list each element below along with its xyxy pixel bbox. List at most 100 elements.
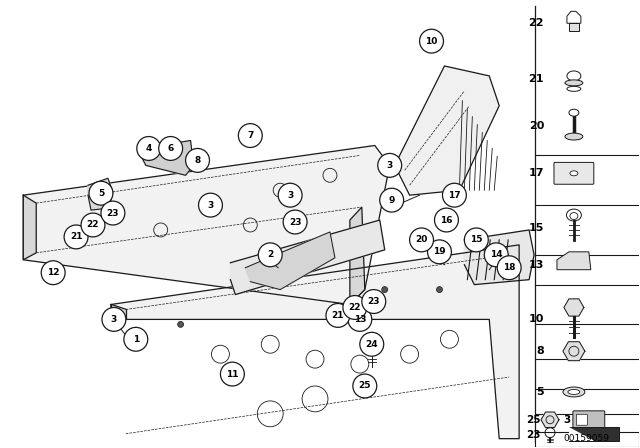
- Polygon shape: [563, 342, 585, 361]
- Text: 5: 5: [536, 387, 544, 397]
- Circle shape: [124, 327, 148, 351]
- Polygon shape: [557, 252, 591, 270]
- Circle shape: [101, 201, 125, 225]
- Circle shape: [198, 193, 223, 217]
- Polygon shape: [350, 207, 365, 305]
- Ellipse shape: [563, 387, 585, 397]
- Polygon shape: [567, 11, 581, 23]
- Circle shape: [348, 307, 372, 332]
- Text: 23: 23: [107, 209, 119, 218]
- Circle shape: [186, 148, 209, 172]
- Polygon shape: [395, 66, 499, 195]
- Text: 15: 15: [470, 235, 483, 245]
- Polygon shape: [541, 412, 559, 427]
- Circle shape: [442, 183, 467, 207]
- FancyBboxPatch shape: [535, 432, 639, 447]
- Text: 21: 21: [529, 74, 544, 84]
- Circle shape: [137, 137, 161, 160]
- Text: 10: 10: [529, 314, 544, 324]
- Circle shape: [465, 228, 488, 252]
- Polygon shape: [465, 230, 534, 284]
- FancyBboxPatch shape: [577, 414, 588, 425]
- Text: 20: 20: [415, 235, 428, 245]
- Circle shape: [278, 183, 302, 207]
- Text: 16: 16: [440, 215, 452, 224]
- Text: 4: 4: [145, 144, 152, 153]
- Ellipse shape: [568, 389, 580, 394]
- Polygon shape: [569, 23, 579, 31]
- Circle shape: [428, 240, 451, 264]
- FancyBboxPatch shape: [569, 427, 619, 441]
- Circle shape: [353, 374, 377, 398]
- Polygon shape: [569, 427, 595, 441]
- Circle shape: [259, 243, 282, 267]
- FancyBboxPatch shape: [554, 162, 594, 184]
- Polygon shape: [88, 178, 113, 210]
- Circle shape: [326, 303, 350, 327]
- Ellipse shape: [567, 86, 581, 91]
- Circle shape: [378, 154, 402, 177]
- Text: 18: 18: [503, 263, 515, 272]
- FancyBboxPatch shape: [573, 411, 605, 429]
- Circle shape: [380, 188, 404, 212]
- Polygon shape: [141, 141, 193, 175]
- Text: 25: 25: [358, 382, 371, 391]
- Circle shape: [362, 289, 386, 314]
- Text: 10: 10: [426, 37, 438, 46]
- Text: 25: 25: [527, 415, 541, 425]
- Text: 21: 21: [332, 311, 344, 320]
- Circle shape: [89, 181, 113, 205]
- Ellipse shape: [569, 109, 579, 116]
- Text: 00159059: 00159059: [564, 434, 610, 443]
- Text: 23: 23: [367, 297, 380, 306]
- Text: 3: 3: [111, 315, 117, 324]
- Text: 17: 17: [529, 168, 544, 178]
- Text: 8: 8: [195, 156, 201, 165]
- Circle shape: [497, 256, 521, 280]
- Text: 6: 6: [168, 144, 174, 153]
- Text: 17: 17: [448, 191, 461, 200]
- Text: 3: 3: [287, 191, 293, 200]
- Text: 19: 19: [433, 247, 446, 256]
- Circle shape: [102, 307, 126, 332]
- Text: 8: 8: [536, 346, 544, 356]
- Circle shape: [484, 243, 508, 267]
- Circle shape: [436, 287, 442, 293]
- Circle shape: [420, 29, 444, 53]
- Polygon shape: [230, 220, 385, 294]
- Ellipse shape: [570, 171, 578, 176]
- Ellipse shape: [565, 80, 583, 86]
- Circle shape: [343, 296, 367, 319]
- Text: 5: 5: [98, 189, 104, 198]
- Text: 13: 13: [529, 260, 544, 270]
- Circle shape: [435, 208, 458, 232]
- Ellipse shape: [566, 209, 581, 221]
- Circle shape: [410, 228, 433, 252]
- Text: 2: 2: [267, 250, 273, 259]
- Ellipse shape: [567, 71, 581, 81]
- Circle shape: [81, 213, 105, 237]
- Polygon shape: [564, 299, 584, 316]
- Circle shape: [283, 210, 307, 234]
- Text: 11: 11: [226, 370, 239, 379]
- Ellipse shape: [570, 212, 578, 220]
- Text: 3: 3: [207, 201, 214, 210]
- Text: 15: 15: [529, 223, 544, 233]
- Text: 3: 3: [564, 415, 571, 425]
- Circle shape: [178, 321, 184, 327]
- Circle shape: [159, 137, 182, 160]
- Polygon shape: [111, 245, 519, 439]
- Polygon shape: [23, 195, 36, 260]
- Polygon shape: [23, 146, 390, 305]
- Polygon shape: [245, 232, 335, 289]
- Ellipse shape: [565, 133, 583, 140]
- Text: 14: 14: [490, 250, 502, 259]
- Text: 12: 12: [47, 268, 60, 277]
- Text: 3: 3: [387, 161, 393, 170]
- Text: 21: 21: [70, 233, 83, 241]
- Circle shape: [64, 225, 88, 249]
- Text: 22: 22: [349, 303, 361, 312]
- Text: 13: 13: [353, 315, 366, 324]
- Circle shape: [360, 332, 384, 356]
- Text: 24: 24: [365, 340, 378, 349]
